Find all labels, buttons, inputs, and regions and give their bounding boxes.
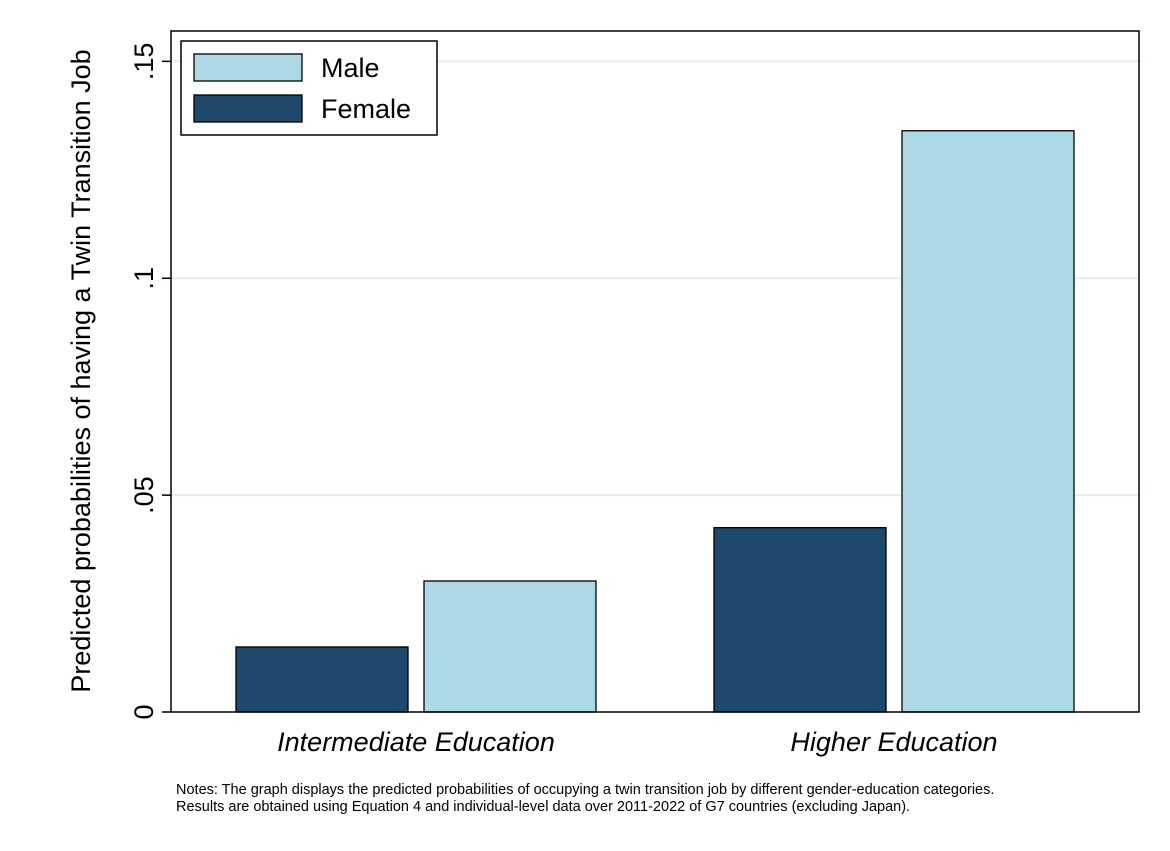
y-axis-ticks: 0 .05 .1 .15	[129, 43, 171, 720]
legend-swatch-male	[193, 53, 303, 82]
legend: Male Female	[180, 40, 438, 136]
plot-frame	[170, 30, 1140, 713]
x-axis-category-labels: Intermediate Education Higher Education	[277, 727, 997, 757]
legend-swatch-female	[193, 94, 303, 123]
bar-female	[235, 646, 409, 713]
bar-male	[901, 130, 1075, 713]
y-tick-label: .1	[129, 267, 159, 290]
legend-label-male: Male	[321, 53, 380, 83]
legend-label-female: Female	[321, 94, 411, 124]
y-tick-label: .05	[129, 476, 159, 514]
x-category-label: Higher Education	[790, 727, 997, 757]
bar-female	[713, 527, 887, 713]
chart-notes: Notes: The graph displays the predicted …	[176, 782, 1156, 816]
y-tick-label: 0	[129, 704, 159, 719]
notes-line-2: Results are obtained using Equation 4 an…	[176, 799, 911, 815]
x-category-label: Intermediate Education	[277, 727, 555, 757]
y-axis-title: Predicted probabilities of having a Twin…	[66, 49, 96, 692]
bars	[235, 130, 1075, 713]
bar-male	[423, 580, 597, 713]
notes-line-1: Notes: The graph displays the predicted …	[176, 782, 995, 798]
y-tick-label: .15	[129, 43, 159, 81]
